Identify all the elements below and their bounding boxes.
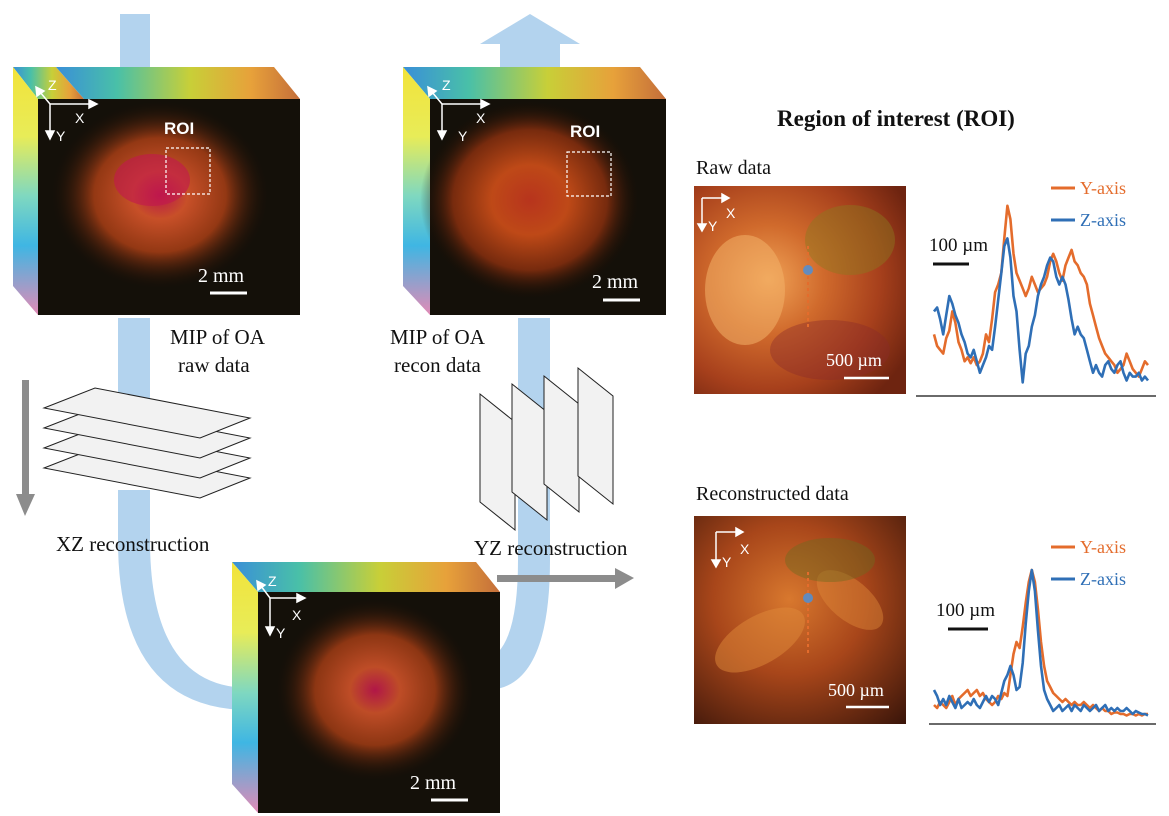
- roi-section-title: Region of interest (ROI): [777, 106, 1015, 131]
- raw-roi-inset: 500 µm X Y: [694, 186, 906, 394]
- cube-side-face: [403, 67, 430, 315]
- yz-reconstruction-caption: YZ reconstruction: [474, 536, 628, 560]
- legend-label-z: Z-axis: [1080, 569, 1126, 589]
- axis-label-x: X: [726, 205, 736, 221]
- series-line-z-axis: [932, 568, 1149, 717]
- axis-indicator: [710, 526, 745, 569]
- slice-plane: [479, 392, 516, 532]
- mip-raw-caption: MIP of OA: [170, 325, 266, 349]
- axis-label-z: Z: [442, 77, 451, 93]
- vascular-signal: [420, 100, 640, 300]
- series-line-y-axis: [933, 568, 1148, 717]
- yz-process-arrow-head: [615, 568, 634, 589]
- xz-reconstruction-caption: XZ reconstruction: [56, 532, 210, 556]
- raw-data-cube: ROI 2 mm Z X Y: [13, 67, 300, 315]
- process-arrows: [16, 380, 634, 589]
- inset-texture: [770, 320, 890, 380]
- scale-bar-label: 500 µm: [828, 680, 884, 700]
- recon-output-arrow: [480, 14, 580, 70]
- axis-label-z: Z: [48, 77, 57, 93]
- roi-label: ROI: [164, 119, 194, 138]
- axis-label-y: Y: [722, 554, 732, 570]
- recon-profile-chart: 100 µm Y-axis Z-axis: [929, 537, 1156, 725]
- middle-cube: 2 mm Z X Y: [232, 562, 500, 813]
- axis-label-y: Y: [458, 128, 468, 144]
- recon-data-cube: ROI 2 mm Z X Y: [403, 67, 666, 315]
- raw-profile-chart: 100 µm Y-axis Z-axis: [916, 178, 1156, 397]
- slice-plane: [543, 374, 580, 514]
- cube-top-face: [56, 67, 300, 99]
- axis-label-x: X: [476, 110, 486, 126]
- slice-plane: [577, 366, 614, 506]
- u-turn-arrow: [118, 490, 250, 710]
- mip-raw-caption: raw data: [178, 353, 250, 377]
- roi-box: [165, 147, 211, 195]
- inset-texture: [705, 235, 785, 345]
- xz-slice-stack: [42, 387, 252, 499]
- slice-plane: [42, 387, 252, 439]
- vascular-signal: [275, 598, 475, 782]
- inset-texture: [785, 538, 875, 582]
- cube-side-face: [232, 562, 258, 813]
- yz-process-arrow: [497, 575, 617, 582]
- axis-indicator: [35, 85, 99, 141]
- axis-label-y: Y: [56, 128, 66, 144]
- axis-label-y: Y: [276, 625, 286, 641]
- inset-texture: [816, 570, 884, 630]
- cube-side-face: [13, 67, 38, 315]
- cube-top-face: [13, 67, 84, 99]
- legend-label-y: Y-axis: [1080, 178, 1126, 198]
- raw-data-label: Raw data: [696, 157, 771, 179]
- axis-indicator: [696, 192, 731, 233]
- axis-indicator: [256, 579, 307, 637]
- slice-plane: [511, 382, 548, 522]
- xz-process-arrow-head: [16, 494, 35, 516]
- axis-label-x: X: [75, 110, 85, 126]
- xz-process-arrow: [22, 380, 29, 497]
- legend-label-z: Z-axis: [1080, 210, 1126, 230]
- axis-label-x: X: [740, 541, 750, 557]
- scale-bar-label: 2 mm: [410, 772, 457, 794]
- yz-slice-stack: [479, 366, 614, 532]
- legend-label-y: Y-axis: [1080, 537, 1126, 557]
- inset-texture: [715, 607, 805, 673]
- roi-profile-marker: [803, 593, 813, 603]
- mip-recon-caption: MIP of OA: [390, 325, 486, 349]
- recon-data-label: Reconstructed data: [696, 483, 849, 505]
- series-line-z-axis: [932, 237, 1150, 384]
- cube-top-face: [232, 562, 500, 592]
- axis-label-x: X: [292, 607, 302, 623]
- mip-recon-caption: recon data: [394, 353, 482, 377]
- scale-bar-label: 2 mm: [592, 271, 639, 293]
- chart-scale-label: 100 µm: [929, 235, 988, 256]
- axis-label-z: Z: [268, 573, 277, 589]
- inset-texture: [805, 205, 895, 275]
- scale-bar-label: 500 µm: [826, 350, 882, 370]
- chart-scale-label: 100 µm: [936, 600, 995, 621]
- raw-input-arrow: [120, 14, 150, 70]
- vascular-signal: [114, 154, 190, 206]
- roi-box: [566, 151, 612, 197]
- scale-bar-label: 2 mm: [198, 265, 245, 287]
- recon-roi-inset: 500 µm X Y: [694, 516, 906, 724]
- axis-label-y: Y: [708, 218, 718, 234]
- axis-indicator: [427, 85, 491, 141]
- roi-profile-marker: [803, 265, 813, 275]
- cube-top-face: [403, 67, 666, 99]
- roi-label: ROI: [570, 122, 600, 141]
